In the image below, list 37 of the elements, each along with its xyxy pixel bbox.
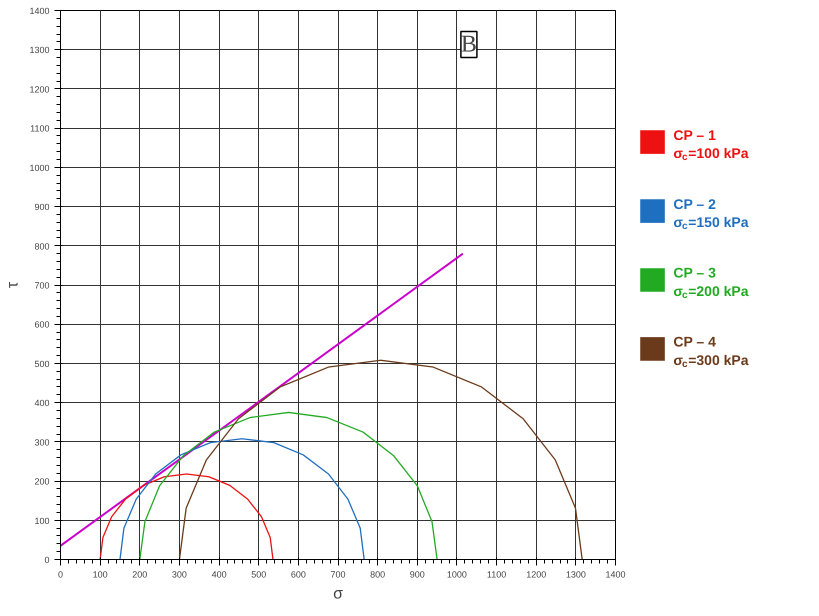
x-tick-label: 1200 <box>526 570 546 580</box>
y-tick-label: 1000 <box>29 162 50 173</box>
line-series <box>119 438 365 560</box>
x-tick-label: 500 <box>251 570 266 580</box>
y-tick-label: 1200 <box>29 84 50 94</box>
x-tick-label: 400 <box>212 570 227 580</box>
x-tick-label: 100 <box>92 570 108 580</box>
y-tick-label: 200 <box>34 476 50 487</box>
y-tick-label: 100 <box>34 516 50 526</box>
y-tick-label: 1300 <box>29 45 50 56</box>
x-tick-label: 1000 <box>446 570 467 580</box>
x-tick-label: 1300 <box>566 570 586 580</box>
x-tick-label: 900 <box>410 570 425 580</box>
x-tick-label: 800 <box>370 570 386 580</box>
y-tick-label: 700 <box>34 280 50 290</box>
x-tick-label: 1100 <box>486 570 506 580</box>
x-tick-label: 600 <box>290 570 306 580</box>
x-tick-label: 1400 <box>605 570 626 580</box>
x-tick-label: 700 <box>330 570 346 580</box>
line-series <box>99 473 274 560</box>
y-tick-label: 900 <box>34 202 50 212</box>
y-tick-label: 800 <box>34 241 50 252</box>
y-tick-label: 500 <box>34 358 50 369</box>
line-series <box>178 360 583 560</box>
y-tick-label: 400 <box>34 398 50 408</box>
y-tick-label: 1100 <box>30 124 50 134</box>
x-axis-title: σ <box>333 586 344 602</box>
y-tick-label: 300 <box>34 437 50 448</box>
x-tick-label: 0 <box>58 570 64 580</box>
y-tick-label: 600 <box>34 320 50 330</box>
line-series <box>139 412 438 560</box>
x-tick-label: 300 <box>172 570 187 580</box>
annotation: B <box>460 32 477 58</box>
y-tick-label: 0 <box>44 555 50 565</box>
y-tick-label: 1400 <box>29 6 50 16</box>
x-tick-label: 200 <box>132 570 148 580</box>
y-axis-title: τ <box>4 281 22 288</box>
